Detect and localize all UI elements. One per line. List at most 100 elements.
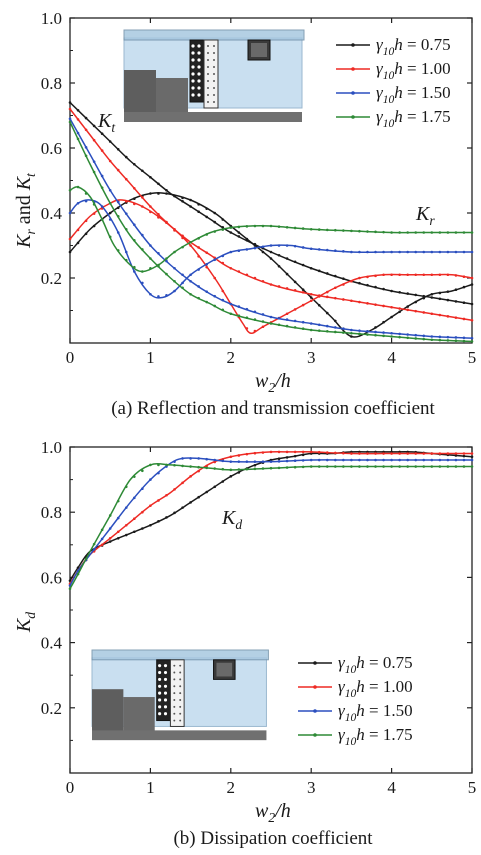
porous-dot (179, 712, 182, 715)
legend-label: γ10h = 0.75 (376, 35, 451, 58)
porous-dot (158, 684, 162, 688)
porous-dot (163, 698, 168, 702)
data-point (301, 288, 305, 292)
porous-dot (163, 691, 168, 695)
data-point (213, 294, 217, 298)
data-point (92, 160, 96, 163)
porous-dot (197, 93, 201, 97)
data-point (462, 285, 466, 289)
data-point (229, 266, 233, 270)
porous-dot (163, 684, 168, 688)
data-point (301, 303, 305, 307)
data-point (430, 250, 434, 254)
series-line (69, 451, 472, 585)
data-point (358, 276, 361, 280)
data-point (269, 450, 273, 454)
data-point (277, 466, 281, 470)
data-point (390, 331, 393, 335)
data-point (446, 315, 450, 318)
data-point (366, 275, 369, 279)
data-point (68, 579, 72, 582)
data-point (108, 235, 112, 239)
data-point (253, 276, 257, 280)
data-point (422, 337, 426, 341)
data-point (221, 226, 225, 229)
data-point (358, 452, 361, 455)
data-point (181, 200, 184, 203)
breakwater-schematic (123, 29, 305, 122)
data-point (342, 277, 345, 280)
data-point (245, 452, 249, 456)
data-point (358, 300, 361, 304)
data-point (334, 319, 337, 323)
data-point (116, 148, 120, 151)
y-tick-label: 0.8 (41, 503, 62, 522)
data-point (197, 296, 200, 300)
data-point (261, 467, 265, 470)
data-point (382, 334, 385, 338)
data-point (325, 228, 329, 232)
series-g100-kr (68, 199, 474, 335)
data-point (149, 192, 152, 195)
data-point (366, 250, 369, 254)
data-point (462, 339, 466, 343)
data-point (325, 330, 329, 333)
data-point (277, 460, 281, 463)
porous-dot (179, 699, 182, 701)
porous-dot (179, 664, 182, 667)
data-point (414, 250, 418, 254)
data-point (269, 315, 273, 319)
data-point (124, 155, 128, 159)
data-point (293, 465, 297, 469)
data-point (293, 260, 297, 264)
x-tick-label: 3 (307, 348, 316, 367)
data-point (374, 465, 377, 468)
porous-dot (191, 79, 195, 83)
x-axis-label: w2/h (255, 800, 291, 825)
data-point (309, 299, 313, 303)
data-point (237, 235, 241, 238)
data-point (470, 302, 474, 306)
data-point (334, 326, 337, 329)
legend-marker (351, 67, 355, 71)
data-point (422, 465, 426, 468)
data-point (165, 259, 168, 263)
data-point (181, 281, 184, 285)
data-point (406, 292, 409, 295)
data-point (229, 460, 233, 463)
data-point (253, 467, 257, 471)
data-point (285, 456, 289, 459)
data-point (205, 215, 208, 219)
data-point (116, 168, 120, 172)
porous-dot (163, 677, 168, 681)
data-point (157, 252, 160, 255)
porous-dot (207, 101, 209, 103)
panel-caption: (b) Dissipation coefficient (173, 828, 373, 849)
series-line (69, 463, 472, 590)
data-point (309, 266, 313, 270)
data-point (334, 286, 337, 290)
data-point (285, 450, 289, 454)
porous-dot (191, 44, 195, 48)
data-point (68, 587, 72, 591)
data-point (133, 265, 136, 269)
porous-dot (191, 86, 195, 90)
data-point (261, 325, 265, 329)
data-point (76, 185, 80, 189)
data-point (406, 308, 409, 312)
x-tick-label: 1 (146, 778, 155, 797)
data-point (317, 465, 321, 468)
data-point (334, 451, 337, 455)
data-point (446, 250, 450, 254)
chart-panel-a: 0 1 2 3 4 5 0.2 0.4 0.6 0.8 1.0 w2/h Kr and Kt γ10h =… (13, 9, 476, 419)
porous-dot (191, 65, 195, 69)
data-point (422, 273, 426, 277)
data-point (366, 333, 369, 336)
data-point (398, 458, 401, 462)
data-point (366, 230, 369, 233)
data-point (253, 318, 257, 321)
legend-label: γ10h = 1.75 (338, 725, 413, 748)
data-point (84, 192, 88, 195)
data-point (446, 458, 450, 462)
data-point (406, 333, 409, 336)
